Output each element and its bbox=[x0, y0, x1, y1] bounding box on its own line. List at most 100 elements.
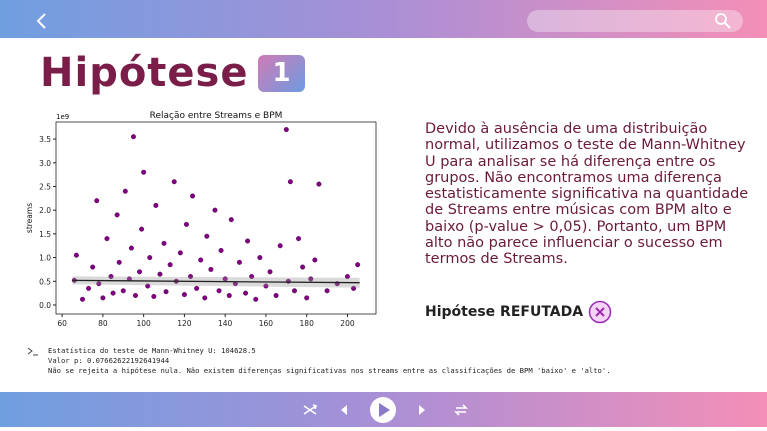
point bbox=[208, 266, 214, 272]
point bbox=[216, 288, 222, 294]
point bbox=[137, 269, 143, 275]
badge: 1 bbox=[258, 55, 305, 92]
point bbox=[253, 296, 259, 302]
x-tick-label: 180 bbox=[300, 319, 315, 326]
y-tick-label: 3.0 bbox=[39, 159, 51, 168]
point bbox=[300, 264, 306, 270]
point bbox=[243, 290, 249, 296]
search-icon bbox=[724, 22, 731, 29]
console-line: Valor p: 0.07662622192641944 bbox=[48, 356, 170, 365]
point bbox=[312, 257, 318, 263]
point bbox=[308, 276, 314, 282]
point bbox=[351, 285, 357, 291]
plot-frame bbox=[55, 121, 377, 315]
point bbox=[157, 271, 163, 277]
point bbox=[257, 255, 263, 261]
point bbox=[114, 212, 120, 218]
conclusion-text: Hipótese REFUTADA bbox=[425, 304, 584, 320]
point bbox=[90, 264, 96, 270]
back-button[interactable] bbox=[36, 13, 46, 29]
point bbox=[194, 285, 200, 291]
point bbox=[167, 262, 173, 268]
y-tick-label: 0.5 bbox=[39, 277, 51, 286]
point bbox=[122, 188, 128, 194]
page-title: Hipótese bbox=[40, 50, 249, 96]
point bbox=[181, 292, 187, 298]
point bbox=[141, 169, 147, 175]
fit-line bbox=[72, 279, 360, 284]
repeat-button[interactable] bbox=[454, 404, 468, 416]
point bbox=[296, 236, 302, 242]
point bbox=[304, 295, 310, 301]
search-icon bbox=[715, 13, 727, 25]
point bbox=[132, 293, 138, 299]
y-tick-label: 1.0 bbox=[39, 254, 51, 263]
point bbox=[202, 295, 208, 301]
point bbox=[324, 288, 330, 294]
point bbox=[147, 255, 153, 261]
point bbox=[120, 288, 126, 294]
point bbox=[236, 259, 242, 265]
x-tick-label: 140 bbox=[218, 319, 233, 326]
player-controls bbox=[303, 397, 468, 423]
y-axis-label: streams bbox=[25, 203, 34, 233]
console-line: Estatística do teste de Mann-Whitney U: … bbox=[48, 346, 256, 355]
console-line: Não se rejeita a hipótese nula. Não exis… bbox=[48, 366, 611, 375]
point bbox=[108, 274, 114, 280]
point bbox=[228, 217, 234, 223]
point bbox=[116, 259, 122, 265]
point bbox=[316, 181, 322, 187]
x-tick-label: 60 bbox=[57, 319, 67, 326]
point bbox=[267, 269, 273, 275]
point bbox=[86, 285, 92, 291]
point bbox=[73, 252, 79, 258]
point bbox=[287, 179, 293, 185]
search-box[interactable] bbox=[527, 10, 743, 32]
point bbox=[263, 283, 269, 289]
point bbox=[104, 236, 110, 242]
point bbox=[151, 293, 157, 299]
point bbox=[94, 198, 100, 204]
point bbox=[100, 295, 106, 301]
y-tick-label: 0.0 bbox=[39, 301, 51, 310]
shuffle-button[interactable] bbox=[303, 404, 318, 415]
point bbox=[128, 245, 134, 251]
point bbox=[344, 274, 350, 280]
conclusion: Hipótese REFUTADA bbox=[425, 300, 612, 324]
point bbox=[139, 226, 145, 232]
point bbox=[145, 283, 151, 289]
point bbox=[153, 202, 159, 208]
point bbox=[190, 193, 196, 199]
x-tick-label: 160 bbox=[259, 319, 274, 326]
point bbox=[130, 134, 136, 140]
chart-title: Relação entre Streams e BPM bbox=[150, 111, 283, 121]
point bbox=[226, 293, 232, 299]
point bbox=[171, 179, 177, 185]
next-button[interactable] bbox=[419, 405, 425, 415]
point bbox=[283, 127, 289, 133]
point bbox=[218, 247, 224, 253]
play-icon bbox=[379, 403, 390, 417]
point bbox=[355, 262, 361, 268]
point bbox=[198, 257, 204, 263]
x-tick-label: 200 bbox=[340, 319, 355, 326]
point bbox=[245, 238, 251, 244]
output-icon bbox=[27, 347, 38, 356]
point bbox=[188, 274, 194, 280]
y-scale-label: 1e9 bbox=[56, 113, 69, 121]
point bbox=[96, 281, 102, 287]
prev-button[interactable] bbox=[341, 405, 347, 415]
y-tick-label: 1.5 bbox=[39, 230, 51, 239]
x-tick-label: 120 bbox=[177, 319, 192, 326]
y-tick-label: 2.0 bbox=[39, 206, 51, 215]
point bbox=[277, 243, 283, 249]
point bbox=[204, 233, 210, 239]
point bbox=[212, 207, 218, 213]
point bbox=[161, 240, 167, 246]
point bbox=[177, 250, 183, 256]
description: Devido à ausência de uma distribuição no… bbox=[425, 121, 749, 268]
chart-background bbox=[24, 104, 384, 326]
point bbox=[183, 221, 189, 227]
chart: Relação entre Streams e BPM 1e9 streams 0.0… bbox=[24, 104, 384, 326]
